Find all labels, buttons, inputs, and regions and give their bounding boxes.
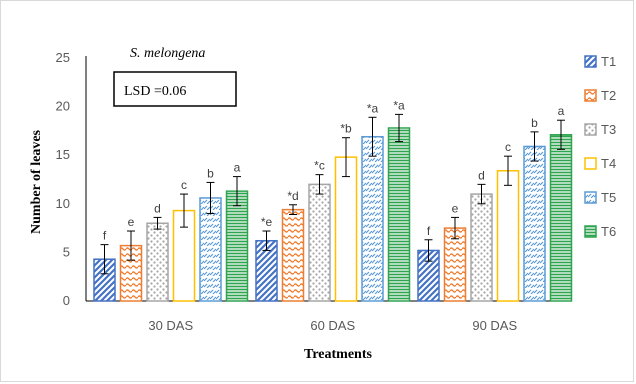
significance-label: *b	[340, 122, 352, 136]
significance-label: *a	[393, 98, 405, 112]
error-bar	[262, 230, 271, 251]
significance-label: f	[103, 229, 107, 243]
lsd-annotation-text: LSD =0.06	[124, 84, 186, 99]
y-tick-label: 0	[63, 293, 70, 308]
y-axis-title: Number of leaves	[29, 129, 44, 233]
legend-swatch-t6	[584, 225, 597, 238]
legend-swatch-t4	[584, 157, 597, 170]
legend-swatch-t1	[584, 55, 597, 68]
significance-label: d	[154, 201, 161, 215]
x-axis-title: Treatments	[304, 347, 372, 362]
legend-label-t2: T2	[601, 88, 616, 103]
significance-label: c	[505, 140, 511, 154]
error-bar	[206, 181, 215, 215]
bar-t3-30das	[146, 222, 169, 302]
species-annotation: S. melongena	[130, 46, 205, 61]
x-tick-label: 30 DAS	[148, 318, 193, 333]
legend-label-t4: T4	[601, 156, 616, 171]
error-bar	[504, 155, 512, 186]
error-bar	[100, 244, 109, 275]
y-tick-label: 15	[56, 147, 70, 162]
legend-swatch-t5	[584, 191, 597, 204]
y-tick-label: 5	[63, 244, 70, 259]
y-tick-label: 20	[56, 99, 70, 114]
y-tick-label: 25	[56, 50, 70, 65]
bar-t2-60das	[281, 208, 305, 302]
bar-t6-60das	[387, 127, 411, 302]
y-tick-labels: 0 5 10 15 20 25	[56, 50, 70, 308]
lsd-annotation-box	[113, 71, 237, 107]
bar-t4-60das	[334, 156, 358, 302]
bar-t4-90das	[496, 170, 520, 302]
bar-t3-60das	[308, 183, 331, 302]
legend-swatch-t2	[584, 89, 597, 102]
significance-label: a	[558, 104, 565, 118]
bar-t5-90das	[523, 145, 546, 302]
error-bar	[368, 116, 377, 157]
error-bar	[395, 113, 403, 143]
significance-label: b	[531, 116, 538, 130]
significance-label: b	[207, 166, 214, 180]
significance-label: *d	[287, 189, 298, 203]
bar-t3-90das	[470, 193, 493, 302]
significance-label: e	[128, 215, 135, 229]
significance-label: f	[427, 224, 431, 238]
error-bar	[530, 131, 539, 162]
bars	[93, 127, 573, 302]
significance-labels: f e d c b a *e *d *c *b *a *a f e d c b a	[103, 98, 565, 242]
error-bar	[127, 230, 135, 261]
significance-label: c	[181, 178, 187, 192]
significance-label: d	[478, 168, 485, 182]
error-bar	[557, 119, 565, 150]
legend-label-t1: T1	[601, 54, 616, 69]
error-bars	[100, 113, 565, 275]
error-bar	[289, 204, 297, 215]
error-bar	[180, 193, 188, 228]
legend-label-t5: T5	[601, 190, 616, 205]
legend-label-t6: T6	[601, 224, 616, 239]
error-bar	[451, 216, 459, 240]
significance-label: *a	[367, 101, 379, 115]
error-bar	[233, 176, 241, 207]
y-tick-label: 10	[56, 196, 70, 211]
bar-t6-90das	[549, 134, 573, 302]
bar-t6-30das	[225, 190, 249, 302]
x-tick-labels: 30 DAS 60 DAS 90 DAS	[148, 318, 517, 333]
error-bar	[153, 216, 162, 230]
error-bar	[315, 174, 324, 195]
significance-label: *c	[314, 159, 325, 173]
legend-label-t3: T3	[601, 122, 616, 137]
bar-t5-60das	[361, 135, 384, 302]
significance-label: *e	[261, 215, 273, 229]
x-tick-label: 90 DAS	[472, 318, 517, 333]
legend: T1 T2 T3 T4 T5 T6	[584, 54, 616, 239]
x-tick-label: 60 DAS	[310, 318, 355, 333]
error-bar	[477, 183, 486, 205]
legend-swatch-t3	[584, 123, 597, 136]
significance-label: e	[452, 201, 459, 215]
significance-label: a	[234, 161, 241, 175]
error-bar	[424, 239, 433, 262]
error-bar	[342, 137, 350, 178]
